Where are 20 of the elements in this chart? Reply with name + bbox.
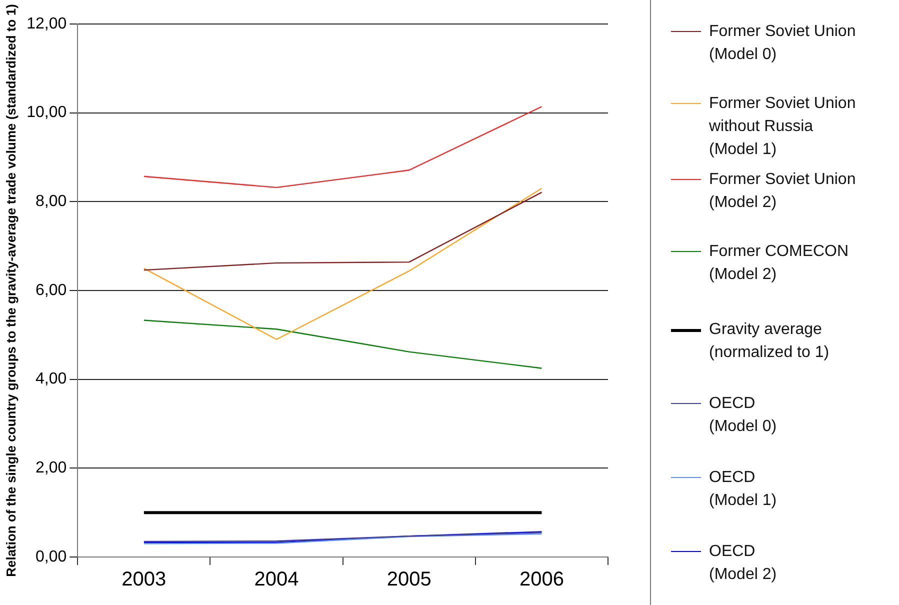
x-tick-label: 2004 xyxy=(254,568,299,591)
y-tick-label: 4,00 xyxy=(36,370,67,388)
y-tick-label: 6,00 xyxy=(36,282,67,299)
legend-label: Former Soviet Union without Russia (Model 1) xyxy=(709,94,856,160)
legend-label: Former COMECON (Model 2) xyxy=(709,242,849,285)
x-tick-label: 2006 xyxy=(519,568,564,591)
x-tick-label: 2003 xyxy=(122,568,166,591)
x-tick-label: 2005 xyxy=(386,568,432,591)
legend-label: Former Soviet Union (Model 2) xyxy=(709,170,856,213)
y-tick-label: 12,00 xyxy=(26,15,67,32)
legend-label: Gravity average (normalized to 1) xyxy=(709,320,830,363)
legend-label: Former Soviet Union (Model 0) xyxy=(709,22,856,65)
y-axis-title: Relation of the single country groups to the gravity-average trade volume (standardized to 1) xyxy=(3,4,18,577)
y-tick-label: 8,00 xyxy=(36,193,67,210)
y-tick-label: 0,00 xyxy=(36,548,67,566)
y-tick-label: 2,00 xyxy=(36,460,67,477)
y-tick-label: 10,00 xyxy=(26,104,67,122)
legend-label: OECD (Model 2) xyxy=(709,542,777,585)
legend-label: OECD (Model 1) xyxy=(709,468,777,511)
legend-label: OECD (Model 0) xyxy=(709,394,777,437)
